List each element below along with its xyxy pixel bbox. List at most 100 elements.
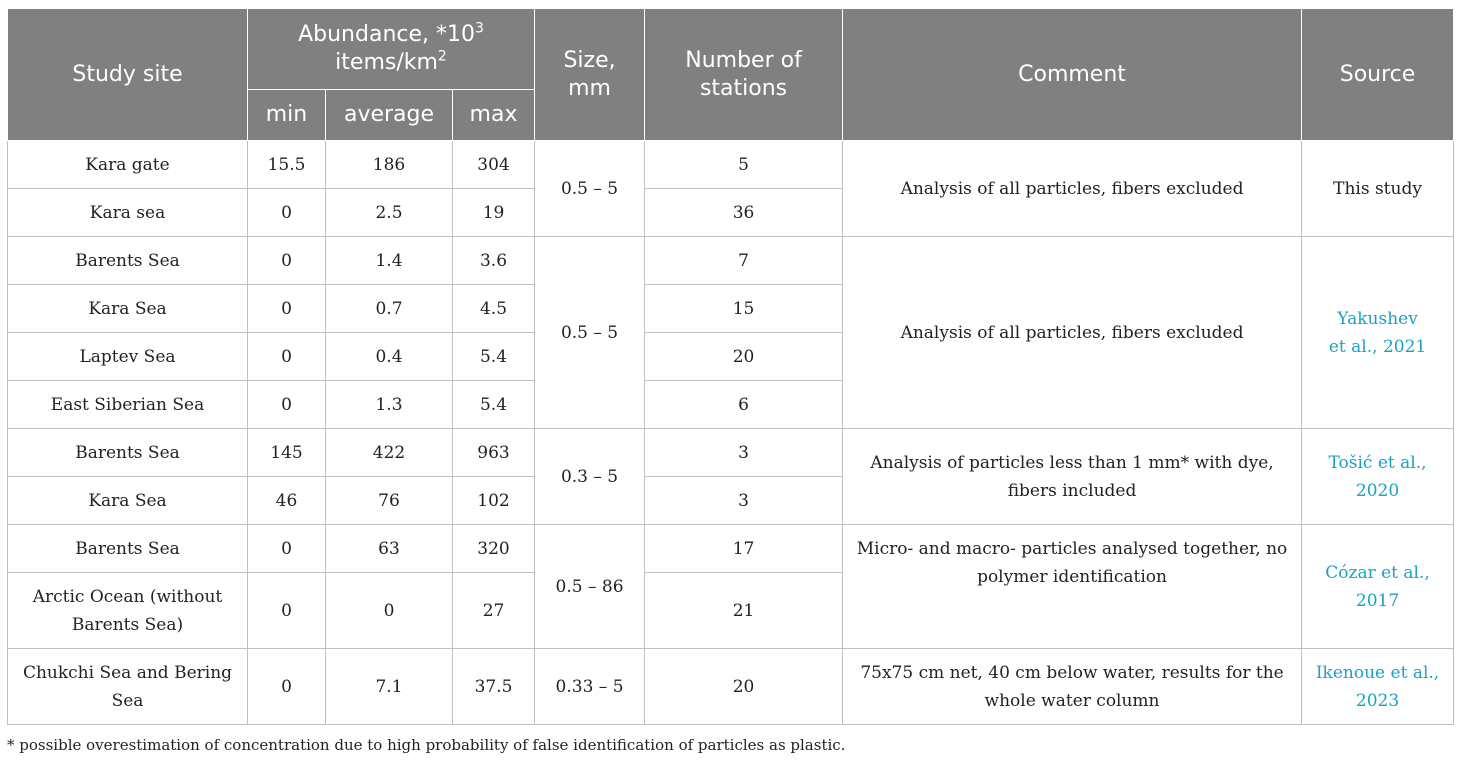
average-cell: 0.4: [325, 332, 453, 381]
average-cell: 2.5: [325, 188, 453, 237]
table-row: Barents Sea 0 1.4 3.6 0.5 – 5 7 Analysis…: [7, 236, 1455, 429]
max-cell: 3.6: [451, 236, 536, 285]
table-row: Kara Sea 0 0.7 4.5 15: [7, 284, 1454, 333]
max-cell: 304: [451, 140, 536, 189]
comment-cell: Micro- and macro- particles analysed tog…: [842, 524, 1303, 649]
site-cell: Barents Sea: [7, 428, 248, 477]
stations-cell: 20: [644, 332, 844, 381]
source-link-tosic[interactable]: Tošić et al., 2020: [1328, 452, 1427, 501]
max-cell: 37.5: [451, 648, 536, 725]
table-row: East Siberian Sea 0 1.3 5.4 6: [7, 380, 1454, 429]
min-cell: 0: [247, 332, 326, 381]
abundance-unit-exponent: 2: [437, 48, 447, 65]
abundance-exponent: 3: [475, 20, 484, 37]
header-min: min: [247, 89, 326, 141]
site-cell: Barents Sea: [7, 524, 248, 573]
max-cell: 963: [451, 428, 536, 477]
average-cell: 63: [325, 524, 453, 573]
site-cell: Kara Sea: [7, 284, 248, 333]
table-row: Laptev Sea 0 0.4 5.4 20: [7, 332, 1454, 381]
min-cell: 15.5: [247, 140, 326, 189]
stations-cell: 6: [644, 380, 844, 429]
max-cell: 27: [451, 572, 536, 649]
average-cell: 76: [325, 476, 453, 525]
site-cell: Arctic Ocean (without Barents Sea): [7, 572, 248, 649]
max-cell: 5.4: [451, 332, 536, 381]
table-row: Barents Sea 145 422 963 0.3 – 5 3 Analys…: [7, 428, 1455, 525]
min-cell: 46: [247, 476, 326, 525]
stations-cell: 3: [644, 476, 844, 525]
min-cell: 0: [247, 380, 326, 429]
stations-cell: 36: [644, 188, 844, 237]
table-header: Study site Abundance, *103 items/km2 Siz…: [7, 8, 1455, 141]
min-cell: 0: [247, 188, 326, 237]
size-cell: 0.33 – 5: [534, 648, 646, 725]
comment-cell: Analysis of particles less than 1 mm* wi…: [842, 428, 1303, 525]
table-row: Arctic Ocean (without Barents Sea) 0 0 2…: [7, 572, 1454, 649]
size-cell: 0.5 – 5: [534, 140, 646, 237]
site-cell: Kara Sea: [7, 476, 248, 525]
table-footnote: * possible overestimation of concentrati…: [7, 736, 846, 754]
min-cell: 0: [247, 524, 326, 573]
header-comment: Comment: [842, 8, 1303, 141]
average-cell: 0: [325, 572, 453, 649]
site-cell: Barents Sea: [7, 236, 248, 285]
source-cell: Ikenoue et al., 2023: [1301, 648, 1455, 725]
size-cell: 0.5 – 5: [534, 236, 646, 429]
stations-cell: 21: [644, 572, 844, 649]
table-row: Chukchi Sea and Bering Sea 0 7.1 37.5 0.…: [7, 648, 1455, 725]
header-average: average: [325, 89, 453, 141]
table-row: Kara sea 0 2.5 19 36: [7, 188, 1454, 237]
stations-cell: 7: [644, 236, 844, 285]
max-cell: 4.5: [451, 284, 536, 333]
stations-cell: 15: [644, 284, 844, 333]
average-cell: 1.4: [325, 236, 453, 285]
source-link-ikenoue[interactable]: Ikenoue et al., 2023: [1315, 662, 1440, 711]
site-cell: Kara gate: [7, 140, 248, 189]
site-cell: Laptev Sea: [7, 332, 248, 381]
average-cell: 186: [325, 140, 453, 189]
table-row: Barents Sea 0 63 320 0.5 – 86 17 Micro- …: [7, 524, 1455, 649]
average-cell: 7.1: [325, 648, 453, 725]
site-cell: Kara sea: [7, 188, 248, 237]
table-body: Kara gate 15.5 186 304 0.5 – 5 5 Analysi…: [7, 140, 1455, 725]
data-table: Study site Abundance, *103 items/km2 Siz…: [7, 8, 1455, 725]
source-cell: Yakushev et al., 2021: [1301, 236, 1455, 429]
size-cell: 0.5 – 86: [534, 524, 646, 649]
comment-cell: 75x75 cm net, 40 cm below water, results…: [842, 648, 1303, 725]
table-row: Kara Sea 46 76 102 3: [7, 476, 1454, 525]
average-cell: 0.7: [325, 284, 453, 333]
table-row: Kara gate 15.5 186 304 0.5 – 5 5 Analysi…: [7, 140, 1455, 237]
max-cell: 102: [451, 476, 536, 525]
min-cell: 0: [247, 648, 326, 725]
max-cell: 320: [451, 524, 536, 573]
source-link-cozar[interactable]: Cózar et al., 2017: [1325, 562, 1430, 611]
comment-cell: Analysis of all particles, fibers exclud…: [842, 140, 1303, 237]
max-cell: 5.4: [451, 380, 536, 429]
site-cell: East Siberian Sea: [7, 380, 248, 429]
abundance-label: Abundance, *10: [298, 22, 475, 47]
header-study-site: Study site: [7, 8, 248, 141]
average-cell: 422: [325, 428, 453, 477]
min-cell: 0: [247, 236, 326, 285]
site-cell: Chukchi Sea and Bering Sea: [7, 648, 248, 725]
min-cell: 0: [247, 284, 326, 333]
source-cell: Cózar et al., 2017: [1301, 524, 1455, 649]
source-cell: Tošić et al., 2020: [1301, 428, 1455, 525]
header-size: Size, mm: [534, 8, 646, 141]
size-cell: 0.3 – 5: [534, 428, 646, 525]
abundance-unit: items/km: [335, 50, 438, 75]
header-stations: Number of stations: [644, 8, 844, 141]
min-cell: 0: [247, 572, 326, 649]
stations-cell: 3: [644, 428, 844, 477]
stations-cell: 5: [644, 140, 844, 189]
source-cell: This study: [1301, 140, 1455, 237]
source-link-yakushev[interactable]: Yakushev et al., 2021: [1328, 308, 1427, 357]
max-cell: 19: [451, 188, 536, 237]
stations-cell: 17: [644, 524, 844, 573]
min-cell: 145: [247, 428, 326, 477]
header-max: max: [451, 89, 536, 141]
header-source: Source: [1301, 8, 1455, 141]
header-abundance: Abundance, *103 items/km2: [246, 8, 536, 90]
comment-cell: Analysis of all particles, fibers exclud…: [842, 236, 1303, 429]
